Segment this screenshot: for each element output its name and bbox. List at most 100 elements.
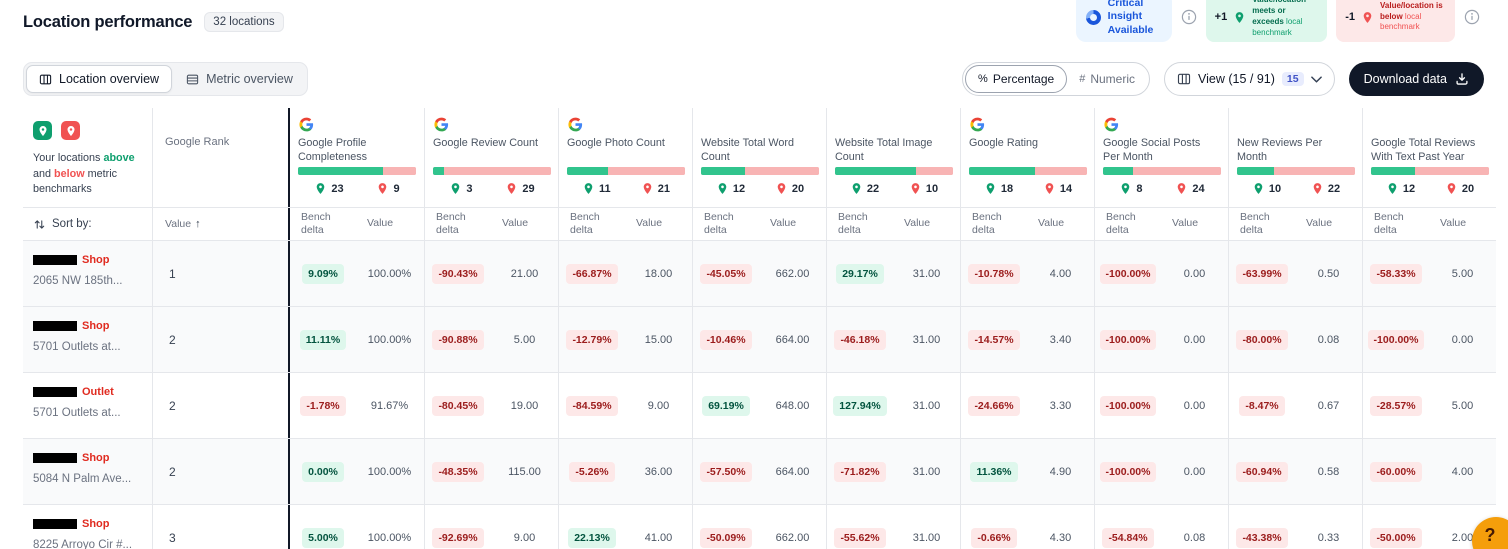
columns-icon: [1177, 73, 1191, 85]
info-icon[interactable]: [1464, 9, 1480, 25]
above-benchmark-segment: [1103, 167, 1133, 175]
view-count-badge: 15: [1281, 71, 1304, 87]
metric-value-cell: 5.00: [513, 333, 536, 346]
google-icon: [434, 117, 449, 132]
metric-column-header[interactable]: Website Total Word Count 12 20: [692, 108, 826, 207]
google-rank-value: 1: [169, 266, 176, 281]
bench-delta-cell: -90.88%: [425, 307, 491, 372]
tab-location-overview[interactable]: Location overview: [26, 65, 173, 93]
green-pin-icon: [1235, 11, 1244, 23]
value-column-header[interactable]: Value: [1038, 217, 1065, 230]
metric-value-cell: 0.08: [1317, 333, 1340, 346]
metric-cell-group: -90.43% 21.00: [424, 241, 558, 306]
table-row[interactable]: Shop 2065 NW 185th... 1 9.09% 100.00% -90.…: [23, 241, 1496, 307]
above-benchmark-pin-icon: [33, 121, 52, 140]
columns-icon: [39, 74, 52, 84]
bench-delta-column-header[interactable]: Bench delta: [436, 210, 466, 236]
location-cell[interactable]: Shop 2065 NW 185th...: [23, 241, 152, 306]
bench-delta-badge: -100.00%: [1367, 329, 1425, 350]
above-benchmark-segment: [701, 167, 746, 175]
bench-delta-column-header[interactable]: Bench delta: [838, 210, 868, 236]
bench-delta-badge: -12.79%: [566, 329, 618, 350]
table-row[interactable]: Outlet 5701 Outlets at... 2 -1.78% 91.67%…: [23, 373, 1496, 439]
metric-title: Google Photo Count: [567, 137, 665, 149]
red-pin-icon: [643, 183, 651, 194]
red-pin-icon: [1447, 183, 1456, 194]
bench-delta-cell: -48.35%: [425, 439, 491, 504]
metric-cell-group: -48.35% 115.00: [424, 439, 558, 504]
metric-column-header[interactable]: New Reviews Per Month 10 22: [1228, 108, 1362, 207]
bench-delta-column-header[interactable]: Bench delta: [704, 210, 734, 236]
google-rank-column-header[interactable]: Google Rank: [152, 108, 290, 207]
metric-value-cell: 31.00: [912, 267, 941, 280]
benchmark-counts: 23 9: [298, 182, 416, 195]
above-benchmark-count: 23: [331, 182, 344, 195]
metric-column-header[interactable]: Google Photo Count 11 21: [558, 108, 692, 207]
bench-delta-badge: 127.94%: [833, 395, 887, 416]
above-benchmark-count: 10: [1268, 182, 1282, 195]
value-column-header[interactable]: Value: [367, 217, 394, 230]
bench-delta-column-header[interactable]: Bench delta: [570, 210, 600, 236]
below-benchmark-count: 22: [1327, 182, 1341, 195]
tab-metric-overview[interactable]: Metric overview: [174, 65, 305, 93]
sort-by-control[interactable]: Sort by:: [23, 208, 152, 240]
value-column-header[interactable]: Value: [770, 217, 797, 230]
bench-delta-column-header[interactable]: Bench delta: [1240, 210, 1270, 236]
bench-delta-badge: -80.45%: [432, 395, 484, 416]
bench-delta-cell: -12.79%: [559, 307, 625, 372]
location-cell[interactable]: Shop 5084 N Palm Ave...: [23, 439, 152, 504]
metric-column-header[interactable]: Google Total Reviews With Text Past Year…: [1362, 108, 1496, 207]
value-column-header[interactable]: Value: [502, 217, 529, 230]
metric-cell-group: -100.00% 0.00: [1094, 241, 1228, 306]
bench-delta-column-header[interactable]: Bench delta: [1106, 210, 1136, 236]
metric-column-header[interactable]: Google Profile Completeness 23 9: [290, 108, 424, 207]
value-column-header[interactable]: Value: [1440, 217, 1467, 230]
mode-percentage-label: Percentage: [992, 72, 1055, 86]
metric-column-header[interactable]: Google Review Count 3 29: [424, 108, 558, 207]
value-column-header[interactable]: Value: [636, 217, 663, 230]
green-pin-icon: [317, 183, 325, 194]
value-column-header[interactable]: Value: [904, 217, 931, 230]
metric-value-cell: 664.00: [775, 333, 810, 346]
value-column-header[interactable]: Value: [1306, 217, 1333, 230]
metric-headers: Google Profile Completeness 23 9 Google …: [290, 108, 1496, 207]
location-cell[interactable]: Outlet 5701 Outlets at...: [23, 373, 152, 438]
rank-sort-header[interactable]: Value ↑: [152, 208, 290, 240]
benchmark-distribution-bar: [433, 167, 551, 175]
brand-name: Shop: [82, 452, 110, 464]
help-button[interactable]: ?: [1472, 517, 1508, 549]
location-cell[interactable]: Shop 5701 Outlets at...: [23, 307, 152, 372]
metric-cells: 11.11% 100.00% -90.88% 5.00 -12.79% 15.00 -10.…: [290, 307, 1496, 372]
metric-value-cell: 100.00%: [367, 333, 412, 346]
value-column-header[interactable]: Value: [1172, 217, 1199, 230]
metric-value-cell: 0.67: [1317, 399, 1340, 412]
metric-cell-group: -1.78% 91.67%: [290, 373, 424, 438]
google-rank-header-label: Google Rank: [165, 136, 230, 148]
bench-delta-column-header[interactable]: Bench delta: [972, 210, 1002, 236]
brand-line: Shop: [33, 320, 144, 332]
critical-insight-button[interactable]: Critical Insight Available: [1075, 0, 1172, 42]
metric-column-header[interactable]: Google Rating 18 14: [960, 108, 1094, 207]
mode-numeric[interactable]: # Numeric: [1067, 65, 1147, 93]
bench-delta-cell: -84.59%: [559, 373, 625, 438]
metric-value-cell: 0.00: [1183, 465, 1206, 478]
table-row[interactable]: Shop 5701 Outlets at... 2 11.11% 100.00% -…: [23, 307, 1496, 373]
metric-column-header[interactable]: Website Total Image Count 22 10: [826, 108, 960, 207]
metric-column-header[interactable]: Google Social Posts Per Month 8 24: [1094, 108, 1228, 207]
metric-cell-group: -28.57% 5.00: [1362, 373, 1496, 438]
view-columns-dropdown[interactable]: View (15 / 91) 15: [1164, 62, 1335, 96]
info-icon[interactable]: [1181, 9, 1197, 25]
benchmark-counts: 22 10: [835, 182, 953, 195]
location-cell[interactable]: Shop 8225 Arroyo Cir #...: [23, 505, 152, 549]
red-pin-icon: [1363, 11, 1372, 23]
mode-percentage[interactable]: % Percentage: [965, 65, 1068, 93]
bench-delta-column-header[interactable]: Bench delta: [1374, 210, 1404, 236]
download-data-button[interactable]: Download data: [1348, 62, 1484, 96]
google-rank-cell: 1: [152, 241, 290, 306]
table-row[interactable]: Shop 8225 Arroyo Cir #... 3 5.00% 100.00%…: [23, 505, 1496, 549]
bench-delta-cell: -100.00%: [1095, 307, 1161, 372]
benchmark-distribution-bar: [969, 167, 1087, 175]
table-row[interactable]: Shop 5084 N Palm Ave... 2 0.00% 100.00% -4…: [23, 439, 1496, 505]
below-benchmark-count: 24: [1192, 182, 1205, 195]
bench-delta-column-header[interactable]: Bench delta: [301, 210, 331, 236]
